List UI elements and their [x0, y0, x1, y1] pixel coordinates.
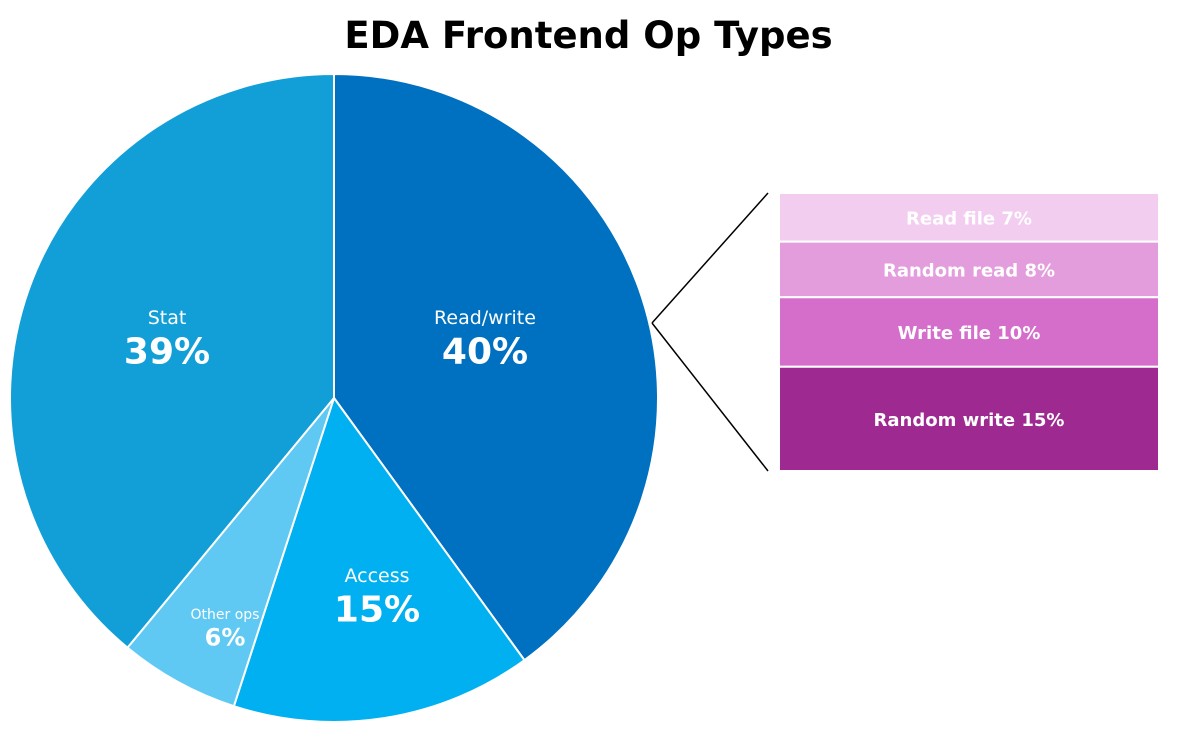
- breakdown-label: Write file 10%: [898, 323, 1041, 344]
- slice-label: Read/write: [434, 307, 536, 329]
- pie-slice-read-write: [333, 72, 659, 662]
- pie-slice-access: [232, 395, 526, 723]
- slice-value-label: 39%: [124, 331, 210, 372]
- breakdown-bar-segment: [778, 365, 1160, 472]
- slice-label: Other ops: [191, 607, 260, 623]
- connector-line-top: [651, 192, 769, 324]
- pie-slice-stat: [9, 72, 335, 650]
- breakdown-label: Random write 15%: [874, 410, 1065, 431]
- slice-value-label: 40%: [442, 331, 528, 372]
- pie-slice-other-ops: [126, 397, 335, 708]
- slice-label: Stat: [148, 307, 187, 329]
- slice-label: Access: [344, 565, 409, 587]
- breakdown-label: Random read 8%: [883, 260, 1055, 281]
- breakdown-label: Read file 7%: [906, 208, 1032, 229]
- slice-value-label: 15%: [334, 589, 420, 630]
- connector-line-bottom: [651, 322, 769, 472]
- chart-title: EDA Frontend Op Types: [344, 14, 833, 57]
- slice-value-label: 6%: [205, 624, 246, 652]
- breakdown-bar-segment: [778, 192, 1160, 243]
